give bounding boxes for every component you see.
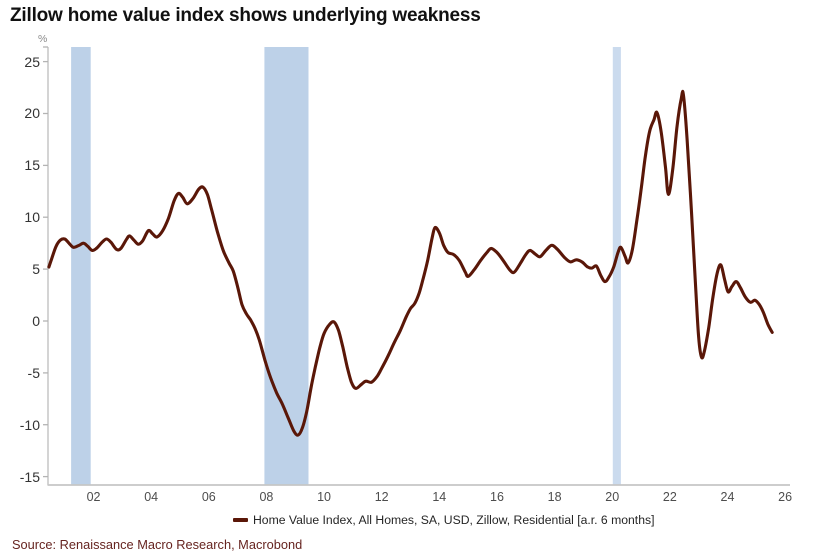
recession-band (612, 47, 621, 485)
y-tick-label: 5 (32, 261, 40, 278)
y-tick-label: 10 (24, 209, 40, 226)
legend-line-marker-icon (233, 518, 248, 522)
x-tick-label: 06 (201, 490, 216, 504)
legend: Home Value Index, All Homes, SA, USD, Zi… (233, 513, 654, 527)
x-tick-label: 20 (605, 490, 620, 504)
x-tick-label: 16 (490, 490, 504, 504)
x-tick-label: 04 (144, 490, 159, 504)
recession-band (264, 47, 309, 485)
x-tick-label: 24 (720, 490, 735, 504)
x-tick-label: 22 (662, 490, 677, 504)
recession-band (71, 47, 91, 485)
y-axis-unit-label: % (38, 33, 48, 45)
y-tick-label: 20 (24, 105, 40, 122)
x-tick-label: 12 (374, 490, 389, 504)
x-tick-label: 18 (547, 490, 562, 504)
y-tick-label: 15 (24, 157, 40, 174)
x-tick-label: 08 (259, 490, 274, 504)
chart-title: Zillow home value index shows underlying… (10, 5, 481, 26)
y-tick-label: -15 (19, 468, 40, 485)
source-text: Source: Renaissance Macro Research, Macr… (12, 537, 303, 552)
y-tick-label: 0 (32, 312, 40, 329)
x-tick-label: 02 (86, 490, 101, 504)
y-tick-label: -5 (27, 364, 40, 381)
x-tick-label: 26 (778, 490, 793, 504)
home-value-index-line (47, 89, 774, 437)
y-tick-label: -10 (19, 416, 40, 433)
x-tick-label: 10 (317, 490, 331, 504)
y-tick-label: 25 (24, 53, 40, 70)
x-tick-label: 14 (432, 490, 447, 504)
legend-label: Home Value Index, All Homes, SA, USD, Zi… (253, 513, 655, 527)
